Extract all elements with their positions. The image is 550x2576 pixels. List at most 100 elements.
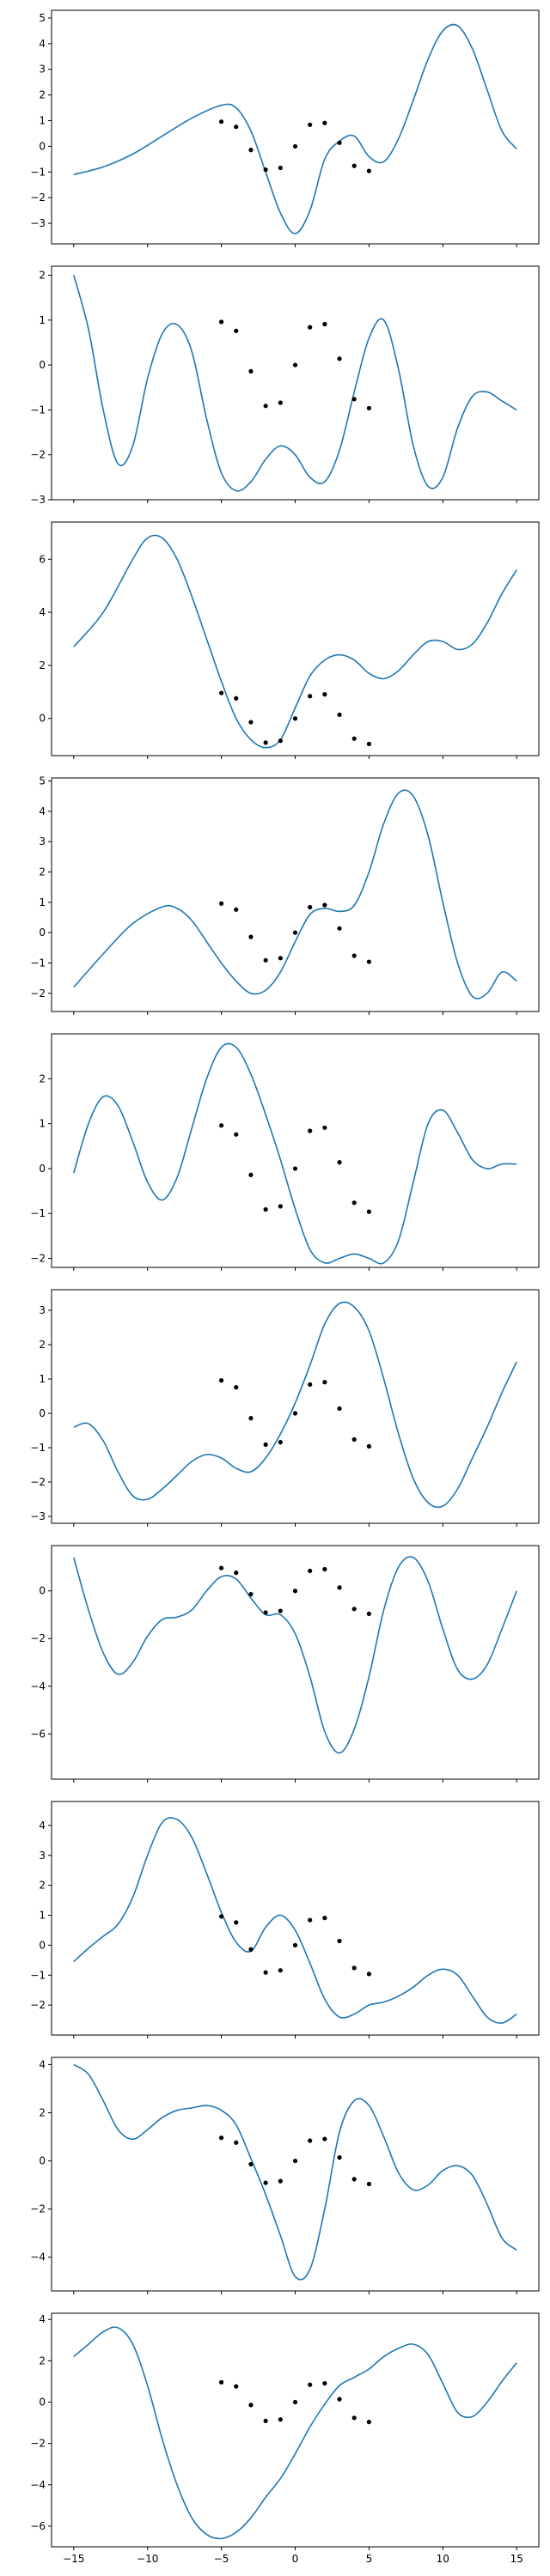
data-point	[322, 1916, 327, 1921]
data-point	[234, 125, 239, 130]
data-point	[234, 1920, 239, 1925]
data-point	[366, 2420, 372, 2425]
data-point	[292, 143, 298, 149]
data-point	[248, 1172, 254, 1177]
y-tick-label: −1	[30, 1207, 46, 1219]
data-point	[278, 1608, 283, 1613]
subplot-1: −3 −2 −1 0 1 2 3 4 5	[30, 9, 540, 247]
y-tick-label: −2	[30, 2438, 46, 2450]
data-point	[278, 1968, 283, 1973]
data-point	[234, 1571, 239, 1576]
y-tick-label: −4	[30, 2251, 46, 2263]
data-point	[292, 2399, 298, 2405]
y-tick-label: 4	[39, 805, 46, 817]
x-tick-label: −5	[214, 2553, 229, 2565]
y-tick-label: 0	[39, 1939, 46, 1951]
series-line	[72, 275, 517, 492]
data-point	[263, 740, 268, 745]
data-point	[366, 1443, 372, 1449]
y-tick-label: 0	[39, 1163, 46, 1175]
data-point	[308, 1568, 313, 1574]
data-point	[322, 2136, 327, 2142]
y-tick-label: 4	[39, 38, 46, 50]
data-point	[263, 1610, 268, 1615]
subplot-9: −4 −2 0 2 4	[30, 2057, 540, 2294]
axes-frame	[51, 2057, 540, 2292]
series-line	[73, 789, 517, 999]
data-point	[337, 926, 342, 931]
subplot-8: −2 −1 0 1 2 3 4	[30, 1801, 540, 2038]
data-point	[308, 2138, 313, 2143]
data-point	[308, 1917, 313, 1923]
y-tick-label: −2	[30, 2203, 46, 2215]
data-point	[292, 930, 298, 935]
data-point	[234, 907, 239, 912]
data-point	[278, 1204, 283, 1209]
data-point	[308, 2382, 313, 2387]
data-point	[351, 953, 357, 958]
axes-frame	[51, 265, 540, 501]
data-point	[263, 1970, 268, 1975]
y-tick-label: 5	[39, 775, 46, 787]
data-point	[337, 1585, 342, 1590]
y-tick-label: −1	[30, 166, 46, 178]
data-point	[308, 1382, 313, 1387]
y-tick-label: 2	[39, 1880, 46, 1892]
data-point	[248, 368, 254, 374]
data-point	[292, 2158, 298, 2164]
series-line	[73, 2326, 517, 2540]
data-point	[278, 2417, 283, 2422]
y-tick-label: 0	[39, 2155, 46, 2167]
y-tick-label: −2	[30, 191, 46, 204]
y-tick-label: 2	[39, 659, 46, 671]
y-tick-label: 0	[39, 1407, 46, 1419]
data-point	[292, 1166, 298, 1171]
y-tick-label: 2	[39, 269, 46, 281]
axes-frame	[51, 777, 540, 1012]
y-tick-label: 2	[39, 1072, 46, 1084]
y-tick-label: 2	[39, 866, 46, 878]
y-tick-label: −2	[30, 1632, 46, 1644]
y-tick-label: −2	[30, 449, 46, 461]
axes-frame	[51, 1801, 540, 2036]
x-tick-label: 5	[366, 2553, 373, 2565]
y-tick-label: 0	[39, 140, 46, 152]
data-point	[337, 1938, 342, 1944]
data-point	[351, 397, 357, 402]
axes-frame	[51, 1289, 540, 1524]
data-point	[351, 1200, 357, 1206]
data-point	[292, 716, 298, 721]
y-tick-label: 2	[39, 89, 46, 101]
y-tick-label: −6	[30, 1728, 46, 1740]
subplot-5: −2 −1 0 1 2	[30, 1033, 540, 1271]
axes-frame	[51, 9, 540, 245]
data-point	[263, 1442, 268, 1447]
data-point	[322, 1125, 327, 1130]
data-point	[248, 934, 254, 939]
data-point	[218, 2379, 224, 2385]
data-point	[337, 2155, 342, 2160]
axes-frame	[51, 1033, 540, 1268]
y-tick-label: −3	[30, 1510, 46, 1522]
x-tick-label: 10	[437, 2553, 449, 2565]
y-tick-label: 6	[39, 553, 46, 565]
data-point	[308, 325, 313, 330]
data-point	[218, 1378, 224, 1383]
y-tick-label: 1	[39, 115, 46, 127]
y-tick-label: 4	[39, 2058, 46, 2070]
data-point	[322, 2381, 327, 2386]
data-point	[366, 1209, 372, 1214]
y-tick-label: 3	[39, 1850, 46, 1862]
data-point	[234, 2140, 239, 2145]
data-point	[234, 696, 239, 701]
data-point	[351, 2415, 357, 2421]
data-point	[366, 168, 372, 173]
y-tick-label: −6	[30, 2520, 46, 2532]
data-point	[278, 400, 283, 405]
data-point	[292, 1589, 298, 1594]
data-point	[337, 356, 342, 361]
data-point	[322, 321, 327, 327]
data-point	[308, 694, 313, 699]
data-point	[234, 1132, 239, 1137]
